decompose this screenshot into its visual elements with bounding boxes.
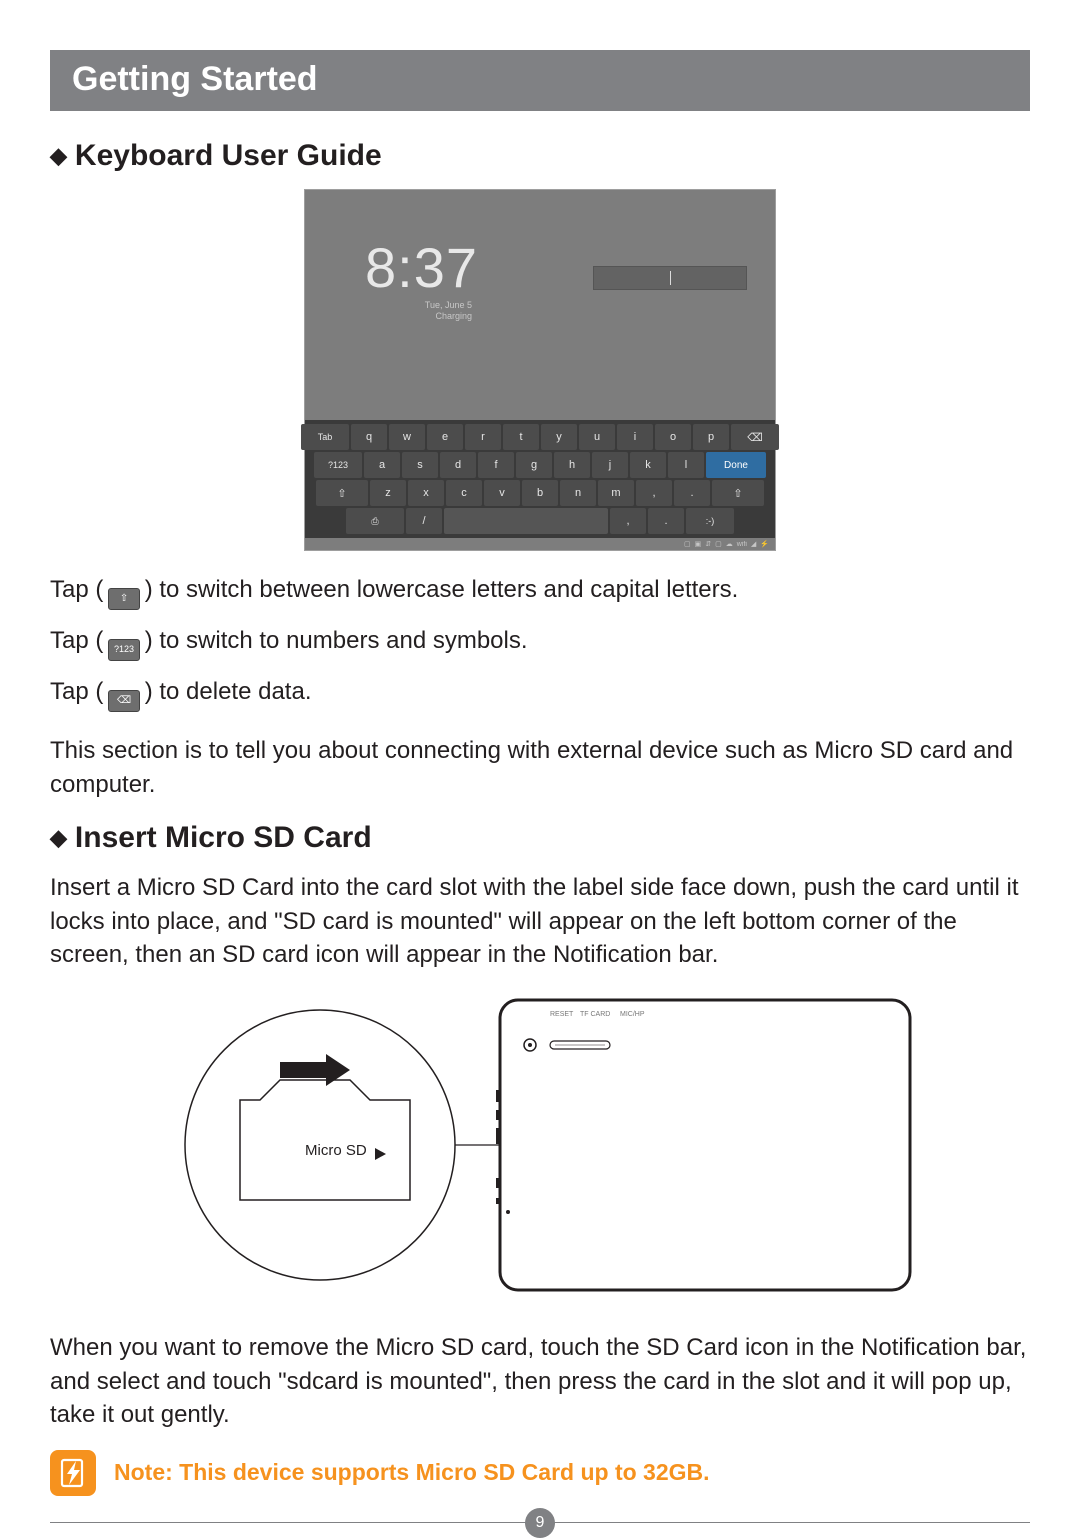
key-l[interactable]: l	[668, 452, 704, 478]
key-b[interactable]: b	[522, 480, 558, 506]
key-h[interactable]: h	[554, 452, 590, 478]
diamond-bullet-icon: ◆	[50, 143, 67, 168]
clock-block: 8:37 Tue, June 5 Charging	[365, 235, 478, 322]
key-c[interactable]: c	[446, 480, 482, 506]
page-number: 9	[525, 1508, 555, 1538]
key-tab[interactable]: Tab	[301, 424, 349, 450]
tablet-lockscreen: 8:37 Tue, June 5 Charging Tab q w e r t …	[304, 189, 776, 551]
status-icon: ▢	[715, 540, 722, 548]
sd-card-figure: Micro SD RESET TF CARD MIC/HP	[50, 990, 1030, 1305]
key-a[interactable]: a	[364, 452, 400, 478]
insert-sd-paragraph: Insert a Micro SD Card into the card slo…	[50, 871, 1030, 972]
status-icon: ◢	[751, 540, 756, 548]
key-v[interactable]: v	[484, 480, 520, 506]
key-z[interactable]: z	[370, 480, 406, 506]
clock-charging: Charging	[365, 311, 478, 322]
instruction-delete: Tap ( ⌫ ) to delete data.	[50, 675, 1030, 712]
key-comma2[interactable]: ,	[610, 508, 646, 534]
instr-text: Tap (	[50, 678, 110, 705]
section-title-text: Keyboard User Guide	[75, 139, 382, 172]
key-g[interactable]: g	[516, 452, 552, 478]
lockscreen-top: 8:37 Tue, June 5 Charging	[305, 190, 775, 366]
status-icon: ⚡	[760, 540, 769, 548]
sd-card-label: Micro SD	[305, 1142, 367, 1159]
section-title-sdcard: ◆ Insert Micro SD Card	[50, 821, 1030, 855]
status-icon: ☁	[726, 540, 733, 548]
clock-date: Tue, June 5	[365, 300, 478, 311]
svg-text:MIC/HP: MIC/HP	[620, 1011, 645, 1018]
key-t[interactable]: t	[503, 424, 539, 450]
key-x[interactable]: x	[408, 480, 444, 506]
key-r[interactable]: r	[465, 424, 501, 450]
key-q[interactable]: q	[351, 424, 387, 450]
footer-divider: 9	[50, 1522, 1030, 1523]
section-title-text: Insert Micro SD Card	[75, 821, 372, 854]
key-backspace[interactable]: ⌫	[731, 424, 779, 450]
keyboard-row-4: ⎙ / , . :-)	[311, 508, 769, 534]
instr-text: Tap (	[50, 627, 110, 654]
status-icon: ▣	[695, 540, 702, 548]
key-space[interactable]	[444, 508, 608, 534]
status-icon: ⇵	[705, 540, 711, 548]
instr-text: ) to delete data.	[138, 678, 311, 705]
status-icon: wifi	[737, 541, 747, 548]
remove-sd-paragraph: When you want to remove the Micro SD car…	[50, 1331, 1030, 1432]
instr-text: ) to switch to numbers and symbols.	[138, 627, 527, 654]
key-numswitch[interactable]: ?123	[314, 452, 362, 478]
status-icon: ▢	[684, 540, 691, 548]
key-done[interactable]: Done	[706, 452, 766, 478]
key-y[interactable]: y	[541, 424, 577, 450]
backspace-key-icon: ⌫	[108, 690, 140, 712]
text-caret-icon	[670, 271, 671, 285]
shift-key-icon: ⇧	[108, 588, 140, 610]
key-m[interactable]: m	[598, 480, 634, 506]
header-getting-started: Getting Started	[50, 50, 1030, 111]
svg-text:RESET: RESET	[550, 1011, 574, 1018]
key-n[interactable]: n	[560, 480, 596, 506]
note-row: Note: This device supports Micro SD Card…	[50, 1450, 1030, 1496]
num-key-icon: ?123	[108, 639, 140, 661]
key-options[interactable]: ⎙	[346, 508, 404, 534]
key-dot2[interactable]: .	[648, 508, 684, 534]
key-s[interactable]: s	[402, 452, 438, 478]
key-emoji[interactable]: :-)	[686, 508, 734, 534]
instruction-numbers: Tap ( ?123 ) to switch to numbers and sy…	[50, 624, 1030, 661]
key-shift-right[interactable]: ⇧	[712, 480, 764, 506]
keyboard-row-3: ⇧ z x c v b n m , . ⇧	[311, 480, 769, 506]
key-u[interactable]: u	[579, 424, 615, 450]
keyboard-screenshot: 8:37 Tue, June 5 Charging Tab q w e r t …	[50, 189, 1030, 551]
key-o[interactable]: o	[655, 424, 691, 450]
status-bar: ▢ ▣ ⇵ ▢ ☁ wifi ◢ ⚡	[684, 538, 769, 550]
key-slash[interactable]: /	[406, 508, 442, 534]
key-i[interactable]: i	[617, 424, 653, 450]
key-d[interactable]: d	[440, 452, 476, 478]
password-input[interactable]	[593, 266, 747, 290]
instruction-shift: Tap ( ⇧ ) to switch between lowercase le…	[50, 573, 1030, 610]
key-k[interactable]: k	[630, 452, 666, 478]
key-j[interactable]: j	[592, 452, 628, 478]
instr-text: ) to switch between lowercase letters an…	[138, 576, 738, 603]
note-icon	[50, 1450, 96, 1496]
keyboard-row-1: Tab q w e r t y u i o p ⌫	[311, 424, 769, 450]
key-f[interactable]: f	[478, 452, 514, 478]
section-title-keyboard: ◆ Keyboard User Guide	[50, 139, 1030, 173]
note-text: Note: This device supports Micro SD Card…	[114, 1459, 710, 1486]
key-e[interactable]: e	[427, 424, 463, 450]
instr-text: Tap (	[50, 576, 110, 603]
onscreen-keyboard: Tab q w e r t y u i o p ⌫ ?123 a s	[305, 420, 775, 538]
sd-diagram-svg: Micro SD RESET TF CARD MIC/HP	[160, 990, 920, 1300]
keyboard-row-2: ?123 a s d f g h j k l Done	[311, 452, 769, 478]
connecting-paragraph: This section is to tell you about connec…	[50, 734, 1030, 801]
key-period[interactable]: .	[674, 480, 710, 506]
svg-text:TF CARD: TF CARD	[580, 1011, 610, 1018]
key-shift-left[interactable]: ⇧	[316, 480, 368, 506]
key-w[interactable]: w	[389, 424, 425, 450]
diamond-bullet-icon: ◆	[50, 825, 67, 850]
clock-time: 8:37	[365, 235, 478, 300]
key-p[interactable]: p	[693, 424, 729, 450]
key-comma[interactable]: ,	[636, 480, 672, 506]
